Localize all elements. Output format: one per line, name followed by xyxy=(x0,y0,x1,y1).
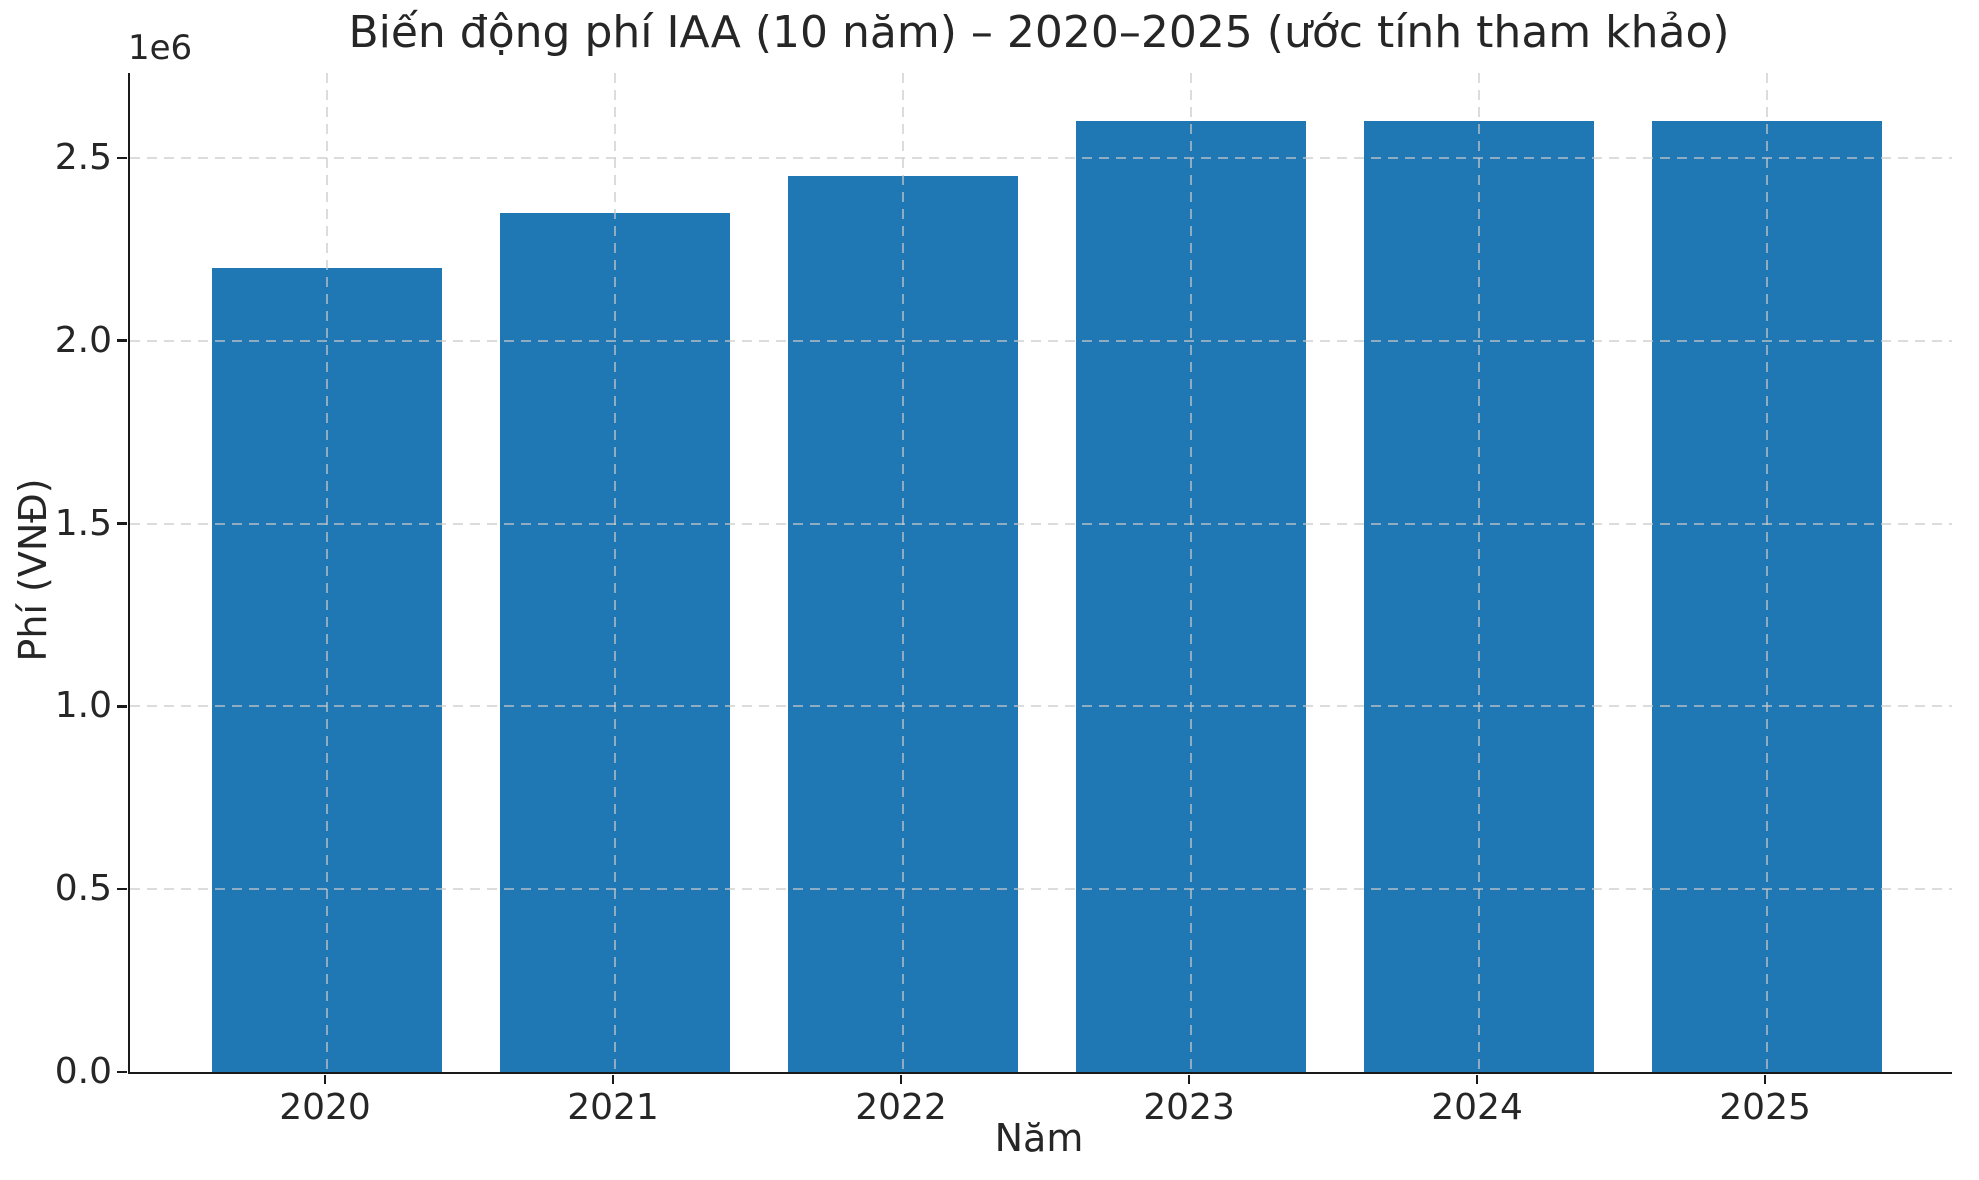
x-tick-label: 2023 xyxy=(1143,1087,1235,1128)
x-tick-mark xyxy=(611,1074,615,1084)
gridline-horizontal xyxy=(130,888,1952,891)
y-tick-mark xyxy=(117,156,127,160)
x-tick-label: 2025 xyxy=(1719,1087,1811,1128)
chart-title: Biến động phí IAA (10 năm) – 2020–2025 (… xyxy=(348,7,1730,58)
x-tick-label: 2022 xyxy=(855,1087,947,1128)
y-tick-label: 2.5 xyxy=(54,136,112,178)
gridline-vertical xyxy=(902,73,905,1072)
x-tick-label: 2020 xyxy=(279,1087,371,1128)
y-tick-mark xyxy=(117,887,127,891)
gridline-horizontal xyxy=(130,705,1952,708)
gridline-horizontal xyxy=(130,522,1952,525)
y-tick-mark xyxy=(117,1070,127,1074)
gridline-vertical xyxy=(326,73,328,1072)
x-tick-label: 2021 xyxy=(567,1087,659,1128)
x-tick-label: 2024 xyxy=(1431,1087,1523,1128)
gridline-horizontal xyxy=(130,156,1952,159)
x-tick-mark xyxy=(1187,1074,1191,1084)
y-tick-label: 1.5 xyxy=(54,502,112,544)
y-tick-label: 2.0 xyxy=(54,319,112,361)
y-tick-label: 0.5 xyxy=(54,868,112,910)
x-tick-mark xyxy=(899,1074,903,1084)
gridline-horizontal xyxy=(130,339,1952,342)
gridline-vertical xyxy=(614,73,617,1072)
y-tick-mark xyxy=(117,522,127,525)
y-axis-offset-label: 1e6 xyxy=(128,28,193,68)
plot-area xyxy=(128,73,1952,1074)
gridline-vertical xyxy=(1190,73,1193,1072)
y-tick-label: 1.0 xyxy=(54,685,112,727)
x-tick-mark xyxy=(323,1074,327,1084)
x-tick-mark xyxy=(1475,1074,1479,1084)
y-tick-label: 0.0 xyxy=(54,1051,112,1092)
x-axis-label: Năm xyxy=(994,1116,1084,1160)
y-tick-mark xyxy=(117,339,127,342)
x-tick-mark xyxy=(1763,1074,1767,1084)
gridline-vertical xyxy=(1478,73,1481,1072)
gridline-vertical xyxy=(1766,73,1769,1072)
y-tick-mark xyxy=(117,705,127,708)
